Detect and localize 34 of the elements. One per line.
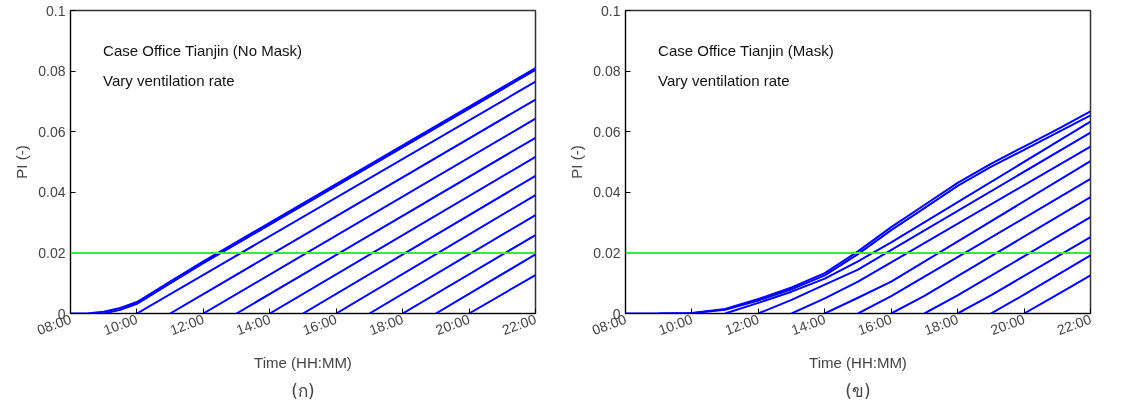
x-tick-label: 10:00 — [101, 310, 140, 338]
y-tick-label: 0.1 — [601, 2, 621, 19]
y-tick-label: 0.04 — [38, 184, 66, 201]
x-tick-label: 18:00 — [366, 310, 406, 338]
x-tick-label: 16:00 — [300, 310, 340, 338]
y-tick-label: 0.08 — [593, 63, 621, 80]
annotation: Vary ventilation rate — [103, 72, 235, 90]
y-tick-label: 0.06 — [593, 123, 621, 140]
x-tick-label: 12:00 — [167, 310, 207, 338]
text: (ก) — [291, 380, 315, 401]
x-tick-label: 22:00 — [1054, 310, 1094, 338]
x-tick-label: 18:00 — [921, 310, 961, 338]
y-axis-title: PI (-) — [13, 145, 31, 179]
x-tick-label: 22:00 — [499, 310, 539, 338]
y-axis-title: PI (-) — [568, 145, 586, 179]
y-tick-label: 0.08 — [38, 63, 66, 80]
annotation: Case Office Tianjin (Mask) — [658, 41, 834, 59]
y-tick-label: 0.02 — [593, 244, 621, 261]
x-tick-label: 14:00 — [789, 310, 828, 338]
x-axis-title: Time (HH:MM) — [254, 353, 352, 371]
annotation: Vary ventilation rate — [658, 72, 790, 90]
annotation: Case Office Tianjin (No Mask) — [103, 41, 303, 59]
x-tick-label: 16:00 — [855, 310, 895, 338]
text: (ข) — [845, 380, 871, 401]
y-tick-label: 0.1 — [46, 2, 66, 19]
x-axis-title: Time (HH:MM) — [809, 353, 907, 371]
x-tick-label: 14:00 — [234, 310, 273, 338]
y-tick-label: 0.06 — [38, 123, 66, 140]
x-tick-label: 20:00 — [433, 310, 473, 338]
y-tick-label: 0.04 — [593, 184, 621, 201]
x-tick-label: 12:00 — [722, 310, 762, 338]
x-tick-label: 20:00 — [988, 310, 1028, 338]
y-tick-label: 0.02 — [38, 244, 66, 261]
x-tick-label: 10:00 — [656, 310, 695, 338]
